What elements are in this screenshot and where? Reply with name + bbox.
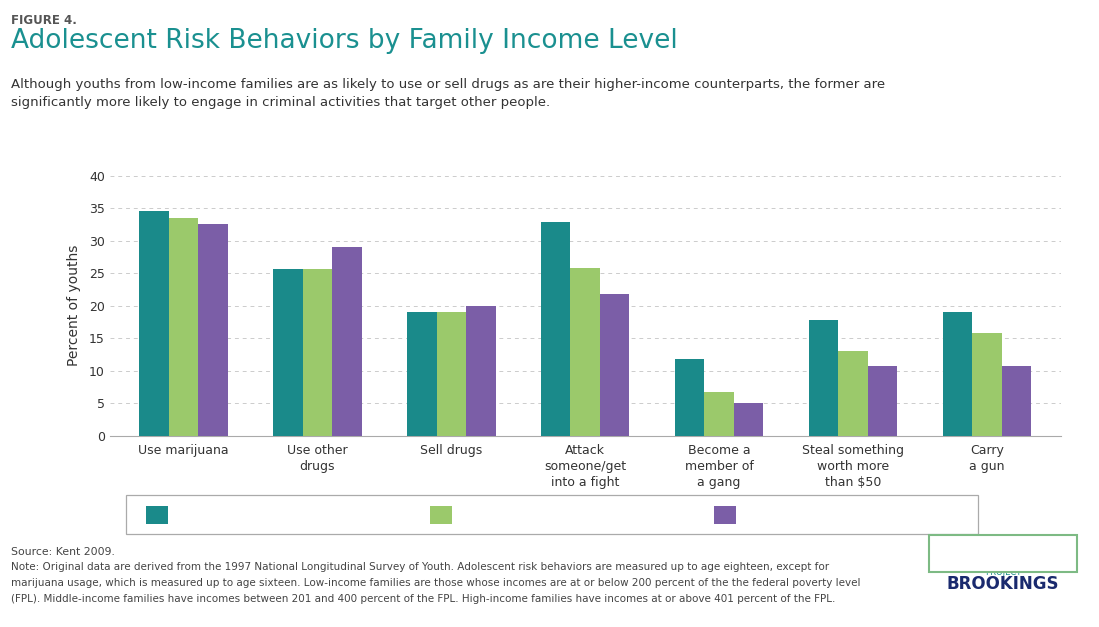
Text: Source: Kent 2009.: Source: Kent 2009. [11, 547, 115, 557]
Bar [809, 320, 839, 436]
Text: THE: THE [993, 540, 1012, 549]
Bar [274, 268, 302, 436]
Text: Youths from low-income families: Youths from low-income families [179, 508, 370, 521]
Text: Although youths from low-income families are as likely to use or sell drugs as a: Although youths from low-income families… [11, 78, 885, 92]
Y-axis label: Percent of youths: Percent of youths [67, 245, 81, 366]
Text: marijuana usage, which is measured up to age sixteen. Low-income families are th: marijuana usage, which is measured up to… [11, 578, 861, 588]
Bar [332, 247, 362, 436]
Text: Note: Original data are derived from the 1997 National Longitudinal Survey of Yo: Note: Original data are derived from the… [11, 562, 829, 572]
Bar [973, 333, 1001, 436]
Bar [302, 268, 332, 436]
Bar [407, 312, 436, 436]
Bar [466, 306, 496, 436]
Bar [198, 224, 227, 436]
Text: Youths from high-income families: Youths from high-income families [747, 508, 944, 521]
Text: Adolescent Risk Behaviors by Family Income Level: Adolescent Risk Behaviors by Family Inco… [11, 28, 678, 54]
Text: FIGURE 4.: FIGURE 4. [11, 14, 77, 27]
Text: Youths from middle-income families: Youths from middle-income families [463, 508, 675, 521]
Text: PROJECT: PROJECT [985, 568, 1021, 577]
Bar [704, 391, 734, 436]
Bar [868, 366, 897, 436]
Bar [839, 351, 868, 436]
Bar [169, 218, 198, 436]
Text: BROOKINGS: BROOKINGS [946, 575, 1059, 593]
Bar [436, 312, 466, 436]
Bar [675, 359, 704, 436]
Bar [1001, 366, 1031, 436]
Bar [541, 223, 570, 436]
Bar [570, 268, 600, 436]
Text: significantly more likely to engage in criminal activities that target other peo: significantly more likely to engage in c… [11, 96, 551, 109]
Text: HAMILTON: HAMILTON [958, 550, 1047, 565]
Bar [734, 403, 764, 436]
Bar [943, 312, 973, 436]
Bar [140, 211, 169, 436]
Text: (FPL). Middle-income families have incomes between 201 and 400 percent of the FP: (FPL). Middle-income families have incom… [11, 594, 835, 604]
Bar [600, 294, 630, 436]
